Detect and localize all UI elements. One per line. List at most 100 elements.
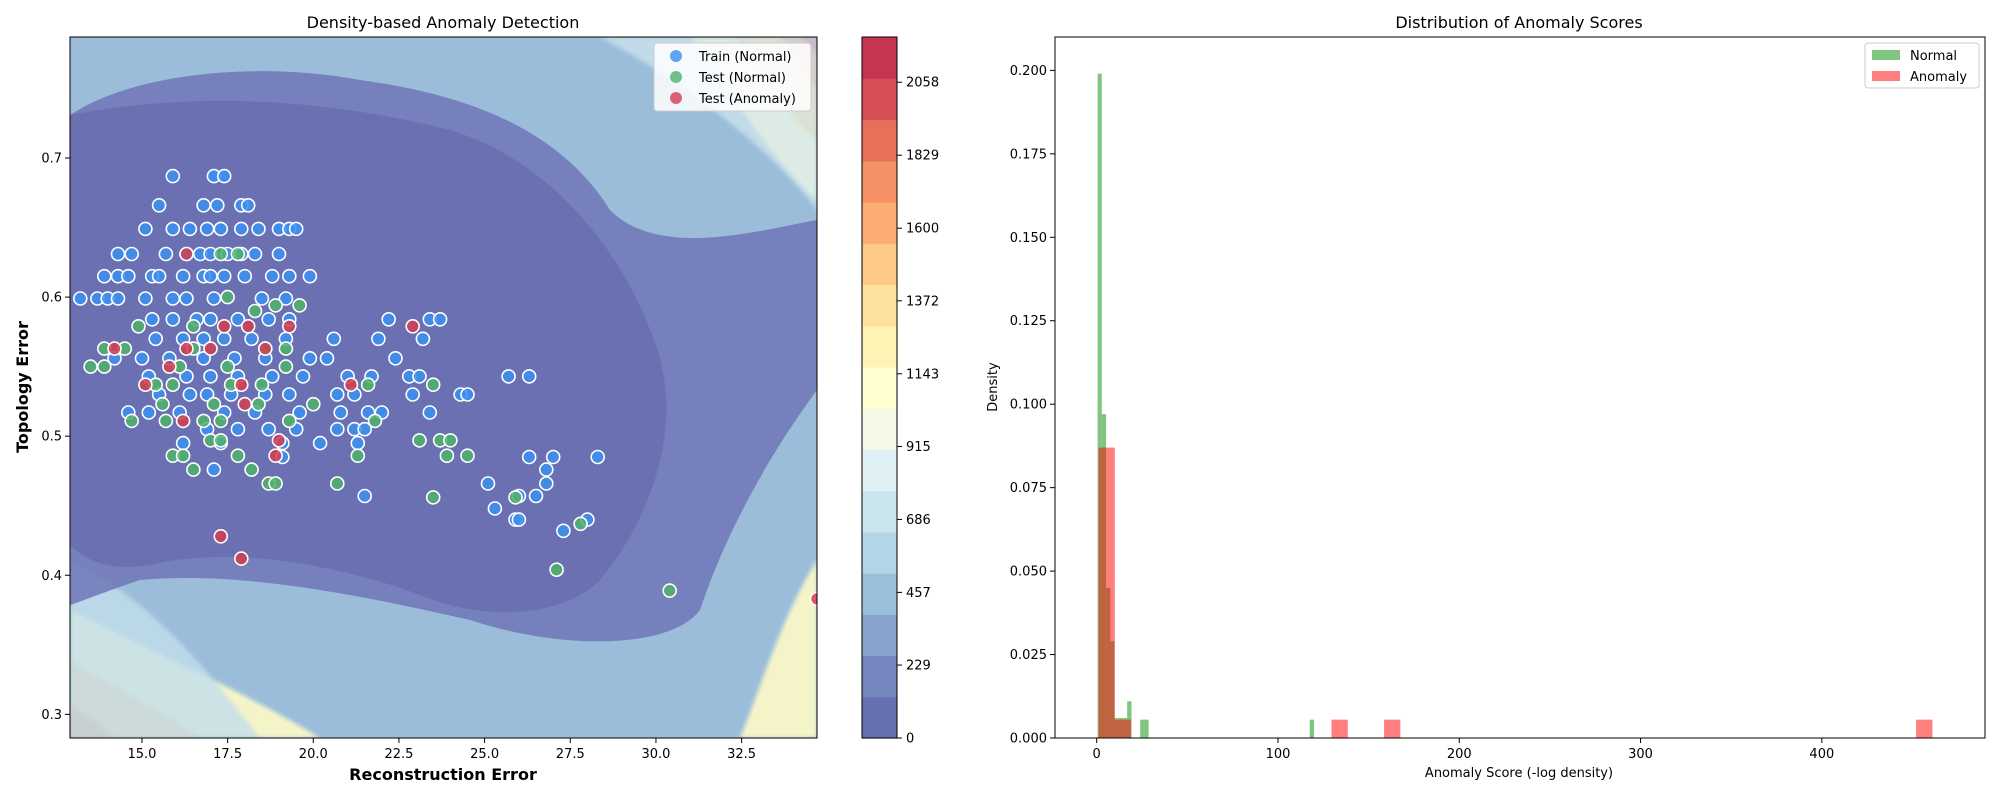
point-train-normal-132 xyxy=(357,488,373,504)
point-train-normal-32 xyxy=(271,246,287,262)
x-tick-label-32.5: 32.5 xyxy=(727,747,756,762)
point-train-normal-126 xyxy=(545,449,561,465)
point-train-normal-43 xyxy=(151,198,167,213)
point-test-anomaly-4 xyxy=(179,246,194,262)
colorbar-tick-label-1600: 1600 xyxy=(906,222,939,237)
histogram-bars xyxy=(1097,73,1933,739)
point-train-normal-10 xyxy=(97,268,112,284)
legend-swatch-test-normal xyxy=(670,71,682,83)
point-train-normal-78 xyxy=(388,350,403,366)
colorbar-band-1 xyxy=(862,655,897,698)
point-train-normal-24 xyxy=(124,246,139,262)
point-train-normal-123 xyxy=(350,435,366,451)
point-train-normal-58 xyxy=(381,311,397,327)
point-test-normal-45 xyxy=(549,562,564,578)
point-test-normal-30 xyxy=(281,413,297,429)
point-train-normal-22 xyxy=(302,268,318,284)
point-test-anomaly-11 xyxy=(268,448,283,464)
hist-x-tick-label-400: 400 xyxy=(1809,747,1834,762)
histogram-y-label: Density xyxy=(986,362,1001,412)
point-train-normal-92 xyxy=(182,387,198,402)
x-tick-label-27.5: 27.5 xyxy=(556,747,585,762)
legend-swatch-train-normal xyxy=(670,50,682,62)
point-test-normal-28 xyxy=(268,476,283,491)
colorbar-tick-label-0: 0 xyxy=(906,732,914,747)
scatter-legend-box xyxy=(653,42,812,112)
colorbar-bands xyxy=(862,37,897,739)
legend-item-train-normal: Train (Normal) xyxy=(670,50,792,65)
series-test-anomaly xyxy=(107,246,817,607)
point-train-normal-69 xyxy=(415,331,431,347)
scatter-panel: Density-based Anomaly Detection 15.0 17.5… xyxy=(13,13,818,784)
hist-x-tick-label-300: 300 xyxy=(1628,747,1653,762)
colorbar-band-3 xyxy=(862,573,897,615)
hist-y-tick-label-0.075: 0.075 xyxy=(1010,481,1047,496)
point-train-normal-118 xyxy=(357,421,373,437)
point-test-normal-22 xyxy=(244,462,259,477)
scatter-points xyxy=(73,168,817,607)
point-test-normal-0 xyxy=(83,359,98,374)
point-train-normal-7 xyxy=(206,291,222,306)
point-test-anomaly-9 xyxy=(240,318,256,334)
point-train-normal-45 xyxy=(210,198,225,213)
point-test-normal-49 xyxy=(186,318,201,334)
hist-y-tick-label-0.050: 0.050 xyxy=(1010,565,1047,580)
bar-anomaly-1 xyxy=(1106,447,1115,738)
colorbar-band-13 xyxy=(862,160,897,203)
hist-x-tick-label-100: 100 xyxy=(1266,747,1291,762)
colorbar-tick-label-1143: 1143 xyxy=(906,367,939,382)
histogram-axes-frame xyxy=(1054,36,1986,739)
colorbar-tick-label-1372: 1372 xyxy=(906,294,939,309)
legend-swatch-anomaly xyxy=(1872,71,1900,81)
point-train-normal-15 xyxy=(175,268,191,284)
point-train-normal-18 xyxy=(216,268,232,284)
point-test-normal-31 xyxy=(292,298,307,313)
x-tick-label-20.0: 20.0 xyxy=(299,747,328,762)
scatter-legend: Train (Normal) Test (Normal) Test (Anoma… xyxy=(653,42,812,112)
legend-item-normal: Normal xyxy=(1872,49,1957,64)
point-test-normal-39 xyxy=(425,377,441,393)
point-test-anomaly-8 xyxy=(237,396,253,412)
point-test-normal-37 xyxy=(412,433,427,448)
histogram-title: Distribution of Anomaly Scores xyxy=(1395,13,1642,32)
x-tick-label-17.5: 17.5 xyxy=(213,747,242,762)
point-test-normal-53 xyxy=(220,289,235,305)
point-test-normal-38 xyxy=(425,490,441,505)
point-train-normal-130 xyxy=(538,476,554,491)
point-train-normal-88 xyxy=(412,369,427,384)
colorbar-band-2 xyxy=(862,614,897,657)
colorbar-band-12 xyxy=(862,201,897,244)
hist-y-tick-label-0.025: 0.025 xyxy=(1010,648,1047,663)
point-train-normal-103 xyxy=(141,405,157,420)
point-train-normal-128 xyxy=(538,462,554,477)
point-train-normal-63 xyxy=(196,331,211,347)
point-test-normal-24 xyxy=(254,377,270,393)
point-train-normal-134 xyxy=(528,488,544,504)
point-test-anomaly-17 xyxy=(234,551,249,566)
colorbar-band-9 xyxy=(862,325,897,368)
point-test-normal-44 xyxy=(508,490,523,505)
point-train-normal-5 xyxy=(165,291,181,306)
point-train-normal-99 xyxy=(405,387,421,402)
point-train-normal-17 xyxy=(203,268,218,284)
histogram-x-label: Anomaly Score (-log density) xyxy=(1425,766,1613,781)
bar-anomaly-4 xyxy=(1331,719,1348,738)
point-train-normal-60 xyxy=(432,311,448,327)
y-tick-label-0.4: 0.4 xyxy=(41,569,62,584)
point-train-normal-65 xyxy=(244,331,259,347)
hist-y-tick-label-0.175: 0.175 xyxy=(1010,147,1047,162)
point-train-normal-31 xyxy=(247,246,263,262)
colorbar-tick-label-457: 457 xyxy=(906,586,931,601)
colorbar-band-15 xyxy=(862,78,897,121)
point-train-normal-90 xyxy=(521,369,537,384)
bar-anomaly-6 xyxy=(1916,719,1933,738)
point-test-anomaly-1 xyxy=(138,377,153,393)
point-train-normal-54 xyxy=(203,311,218,327)
point-train-normal-107 xyxy=(292,405,307,420)
point-train-normal-52 xyxy=(165,311,181,327)
point-test-normal-16 xyxy=(206,396,222,412)
point-test-anomaly-0 xyxy=(107,341,122,356)
histogram-legend: Normal Anomaly xyxy=(1864,42,1980,89)
point-train-normal-108 xyxy=(333,405,349,420)
histogram-series-anomaly xyxy=(1098,447,1933,738)
